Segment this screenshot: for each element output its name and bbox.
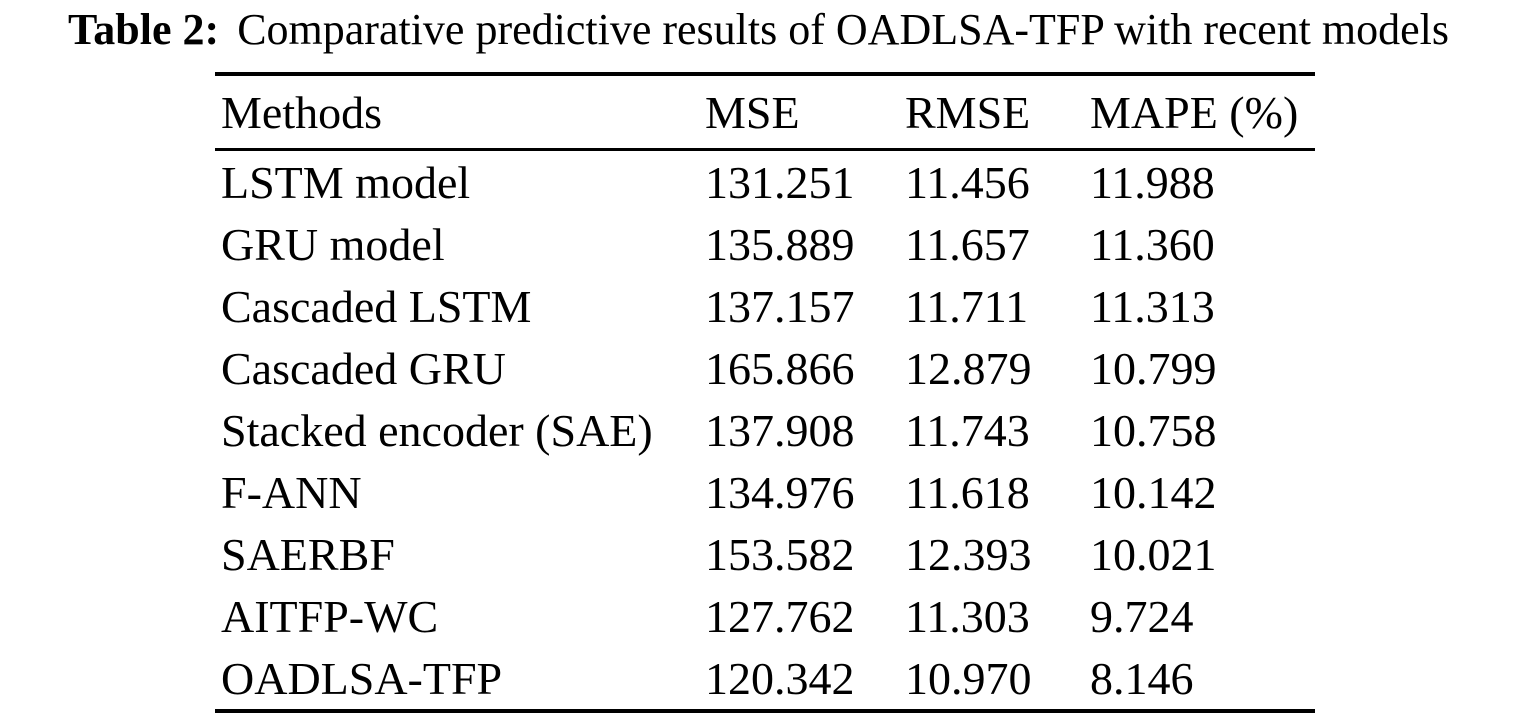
table-row: LSTM model 131.251 11.456 11.988 xyxy=(215,150,1315,214)
cell-mape: 11.313 xyxy=(1090,280,1215,332)
cell-rmse: 11.456 xyxy=(905,156,1030,208)
cell-rmse: 11.303 xyxy=(905,590,1030,642)
cell-mape: 11.988 xyxy=(1090,156,1215,208)
cell-mape: 10.799 xyxy=(1090,342,1217,394)
cell-mape: 10.758 xyxy=(1090,404,1217,456)
results-table: Methods MSE RMSE MAPE (%) LSTM model 131… xyxy=(215,72,1315,713)
table-row: Cascaded LSTM 137.157 11.711 11.313 xyxy=(215,275,1315,337)
cell-mse: 134.976 xyxy=(705,466,855,518)
cell-rmse: 12.879 xyxy=(905,342,1032,394)
cell-rmse: 10.970 xyxy=(905,652,1032,704)
table-caption-label: Table 2: xyxy=(68,5,220,54)
cell-rmse: 11.743 xyxy=(905,404,1030,456)
cell-rmse: 12.393 xyxy=(905,528,1032,580)
cell-mse: 120.342 xyxy=(705,652,855,704)
column-header-methods: Methods xyxy=(215,74,700,151)
table-row: SAERBF 153.582 12.393 10.021 xyxy=(215,523,1315,585)
table-row: AITFP-WC 127.762 11.303 9.724 xyxy=(215,585,1315,647)
cell-mse: 137.908 xyxy=(705,404,855,456)
cell-method: SAERBF xyxy=(221,528,395,580)
cell-mape: 11.360 xyxy=(1090,218,1215,270)
table-row: OADLSA-TFP 120.342 10.970 8.146 xyxy=(215,647,1315,711)
cell-method: OADLSA-TFP xyxy=(221,652,503,704)
table-caption: Table 2: Comparative predictive results o… xyxy=(0,1,1517,59)
table-caption-text: Comparative predictive results of OADLSA… xyxy=(237,5,1449,54)
column-header-rmse: RMSE xyxy=(900,74,1085,151)
cell-mse: 137.157 xyxy=(705,280,855,332)
cell-mse: 135.889 xyxy=(705,218,855,270)
column-header-mse: MSE xyxy=(700,74,900,151)
cell-mape: 10.021 xyxy=(1090,528,1217,580)
results-table-container: Methods MSE RMSE MAPE (%) LSTM model 131… xyxy=(215,72,1315,713)
cell-mse: 127.762 xyxy=(705,590,855,642)
cell-rmse: 11.618 xyxy=(905,466,1030,518)
cell-method: Stacked encoder (SAE) xyxy=(221,404,653,456)
column-header-mape: MAPE (%) xyxy=(1085,74,1315,151)
table-row: Cascaded GRU 165.866 12.879 10.799 xyxy=(215,337,1315,399)
cell-mape: 9.724 xyxy=(1090,590,1194,642)
cell-method: F-ANN xyxy=(221,466,362,518)
cell-method: GRU model xyxy=(221,218,445,270)
cell-mse: 153.582 xyxy=(705,528,855,580)
header-row: Methods MSE RMSE MAPE (%) xyxy=(215,74,1315,151)
cell-mse: 165.866 xyxy=(705,342,855,394)
cell-method: LSTM model xyxy=(221,156,471,208)
cell-method: Cascaded GRU xyxy=(221,342,506,394)
cell-mape: 8.146 xyxy=(1090,652,1194,704)
table-row: Stacked encoder (SAE) 137.908 11.743 10.… xyxy=(215,399,1315,461)
cell-rmse: 11.711 xyxy=(905,280,1029,332)
cell-method: Cascaded LSTM xyxy=(221,280,532,332)
table-row: F-ANN 134.976 11.618 10.142 xyxy=(215,461,1315,523)
table-row: GRU model 135.889 11.657 11.360 xyxy=(215,213,1315,275)
cell-mse: 131.251 xyxy=(705,156,855,208)
cell-mape: 10.142 xyxy=(1090,466,1217,518)
cell-method: AITFP-WC xyxy=(221,590,439,642)
cell-rmse: 11.657 xyxy=(905,218,1030,270)
